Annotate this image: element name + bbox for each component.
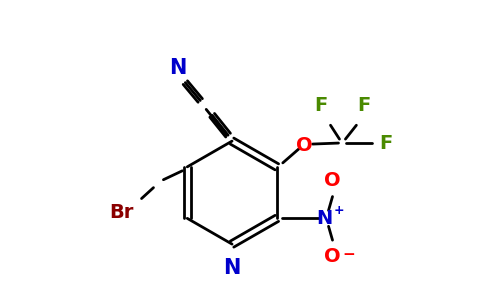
Text: O: O bbox=[296, 136, 313, 154]
Text: F: F bbox=[314, 96, 327, 115]
Text: +: + bbox=[333, 204, 344, 217]
Text: N: N bbox=[169, 58, 186, 78]
Text: F: F bbox=[358, 96, 371, 115]
Text: O: O bbox=[324, 171, 341, 190]
Text: F: F bbox=[379, 134, 393, 153]
Text: N: N bbox=[317, 209, 333, 228]
Text: N: N bbox=[224, 258, 241, 278]
Text: O: O bbox=[324, 247, 341, 266]
Text: −: − bbox=[343, 247, 355, 262]
Text: Br: Br bbox=[109, 203, 134, 222]
